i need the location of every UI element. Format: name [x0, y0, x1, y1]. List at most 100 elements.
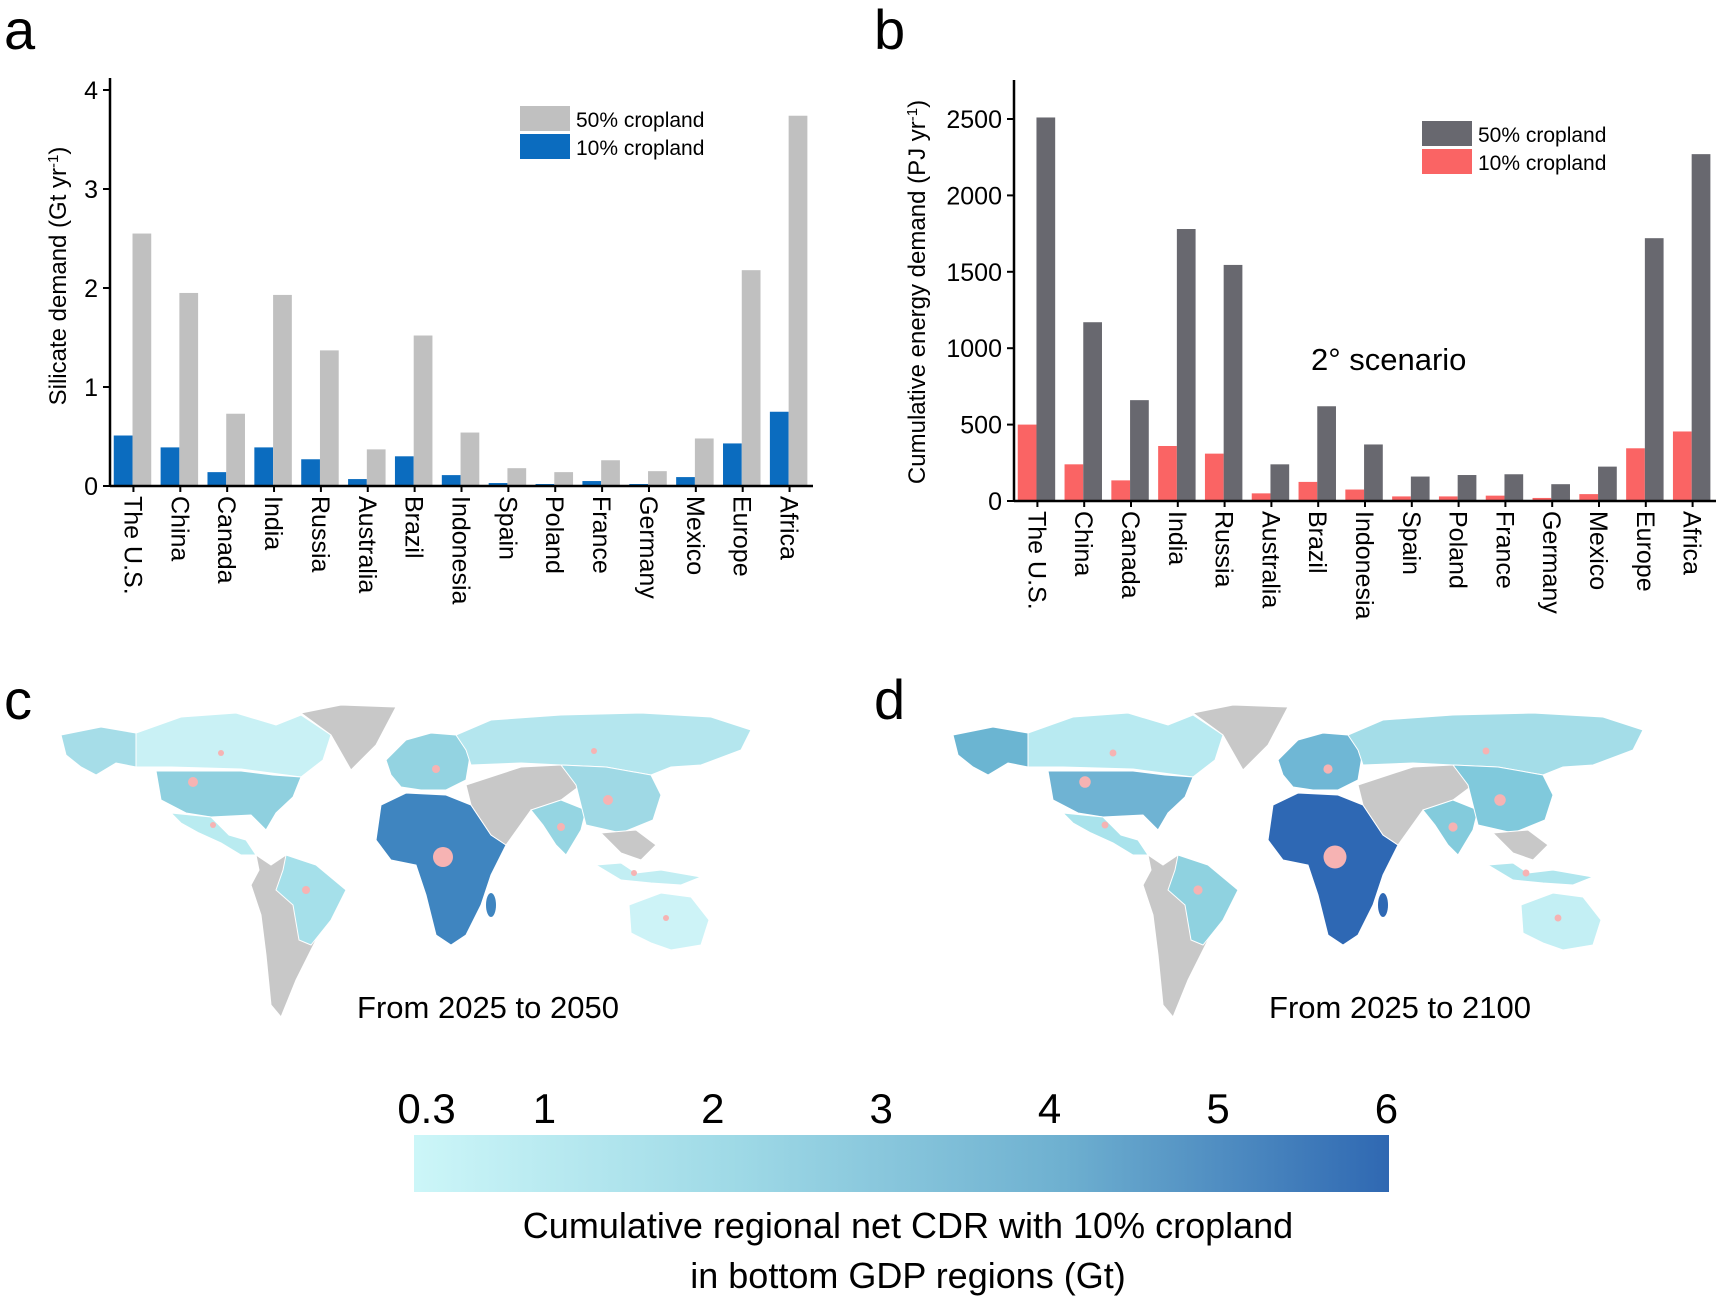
colorbar-tick-label: 6 — [1374, 1085, 1399, 1132]
y-axis-label-superscript: -1 — [904, 108, 921, 121]
map-region-mexico — [1061, 812, 1149, 856]
x-tick-label: Australia — [353, 496, 381, 593]
colorbar-title-line1: Cumulative regional net CDR with 10% cro… — [522, 1205, 1294, 1246]
bar-ten-pct — [441, 475, 461, 486]
bar-fifty-pct — [1270, 464, 1290, 501]
x-tick-label: India — [259, 496, 287, 550]
bar-ten-pct — [1017, 424, 1037, 501]
bar-ten-pct — [1438, 496, 1458, 501]
panel-label-d: d — [874, 668, 906, 731]
bar-ten-pct — [254, 447, 274, 486]
cdr-dot-marker — [1101, 821, 1109, 829]
bar-ten-pct — [348, 479, 367, 486]
bar-ten-pct — [1298, 481, 1318, 501]
y-axis-label: Cumulative energy demand (PJ yr-1) — [904, 100, 932, 484]
colorbar-tick-label: 0.3 — [397, 1085, 456, 1132]
y-axis-label-superscript: -1 — [45, 155, 62, 168]
legend-swatch — [520, 134, 570, 159]
map-region-greenland — [1191, 705, 1289, 771]
x-tick-label: India — [1163, 511, 1191, 565]
bar-fifty-pct — [554, 472, 574, 486]
map-region-africa — [375, 792, 507, 946]
x-tick-label: Canada — [212, 496, 240, 584]
bar-ten-pct — [582, 481, 602, 486]
colorbar-tick-label: 5 — [1206, 1085, 1230, 1132]
map-caption-d: From 2025 to 2100 — [1269, 990, 1531, 1025]
panel-label-c: c — [4, 668, 32, 731]
cdr-dot-marker — [1522, 869, 1530, 877]
bar-ten-pct — [1392, 496, 1411, 501]
x-tick-label: Mexico — [681, 496, 709, 575]
map-region-australia — [628, 892, 710, 951]
map-caption-c: From 2025 to 2050 — [357, 990, 619, 1025]
bar-fifty-pct — [460, 432, 480, 486]
bar-fifty-pct — [1083, 322, 1102, 501]
x-tick-label: Australia — [1256, 511, 1284, 608]
bar-fifty-pct — [1176, 229, 1196, 502]
legend-label: 50% cropland — [576, 109, 704, 132]
cdr-dot-marker — [1482, 747, 1490, 755]
cdr-dot-marker — [1079, 776, 1091, 788]
bar-fifty-pct — [366, 449, 386, 486]
cdr-dot-marker — [591, 748, 597, 754]
y-tick-label: 2500 — [946, 106, 1002, 134]
bar-fifty-pct — [226, 413, 245, 486]
map-region-canada — [135, 712, 332, 778]
legend-swatch — [520, 106, 570, 131]
cdr-dot-marker — [433, 847, 453, 867]
panel-label-b: b — [874, 0, 906, 61]
map-region-canada — [1027, 712, 1224, 778]
bar-ten-pct — [723, 443, 742, 486]
map-region-australia — [1520, 892, 1602, 951]
cdr-dot-marker — [1448, 822, 1458, 832]
bar-fifty-pct — [1036, 117, 1056, 502]
cdr-dot-marker — [1554, 914, 1562, 922]
map-region-seasia — [1491, 829, 1549, 861]
bar-fifty-pct — [1364, 444, 1383, 501]
y-axis-label: Silicate demand (Gt yr-1) — [45, 147, 73, 406]
y-tick-label: 1500 — [946, 259, 1002, 287]
bar-chart-silicate-demand: 0 1 2 3 4 The U.S. China Canada India Russia Austr… — [45, 77, 813, 605]
map-region-indonesia — [594, 862, 703, 886]
map-region-europe — [1277, 732, 1364, 791]
cdr-dot-marker — [1323, 845, 1347, 869]
bar-fifty-pct — [1504, 474, 1524, 501]
x-tick-label: China — [1069, 511, 1097, 576]
cdr-dot-marker — [663, 915, 669, 921]
x-tick-label: Indonesia — [1350, 511, 1378, 620]
bar-ten-pct — [488, 483, 508, 486]
map-region-russia — [1347, 712, 1644, 776]
x-tick-label: Russia — [1210, 511, 1238, 588]
bar-ten-pct — [1532, 497, 1552, 501]
colorbar-tick-label: 3 — [869, 1085, 893, 1132]
cdr-dot-marker — [1109, 749, 1117, 757]
world-map-2100 — [953, 705, 1644, 1018]
x-tick-label: Indonesia — [447, 496, 475, 605]
map-region-brazil — [1167, 854, 1239, 946]
map-region-indonesia — [1486, 862, 1595, 886]
bar-ten-pct — [1064, 464, 1084, 501]
x-tick-label: Poland — [1444, 511, 1472, 589]
x-tick-label: Africa — [1678, 511, 1706, 575]
map-region-europe — [385, 732, 472, 791]
cdr-dot-marker — [557, 823, 565, 831]
cdr-dot-marker — [631, 870, 637, 876]
cdr-dot-marker — [1323, 764, 1333, 774]
map-region-madagascar — [486, 893, 496, 917]
y-tick-label: 3 — [84, 176, 98, 204]
y-tick-label: 1000 — [946, 335, 1002, 363]
x-tick-label: Europe — [728, 496, 756, 577]
cdr-dot-marker — [432, 765, 440, 773]
colorbar-tick-label: 4 — [1037, 1085, 1062, 1132]
cdr-dot-marker — [1494, 794, 1506, 806]
bar-ten-pct — [1158, 445, 1177, 501]
bar-fifty-pct — [1410, 476, 1430, 501]
bar-fifty-pct — [648, 471, 667, 486]
cdr-dot-marker — [302, 886, 310, 894]
legend-label: 50% cropland — [1478, 124, 1606, 147]
colorbar — [414, 1135, 1389, 1192]
world-map-2050 — [61, 705, 752, 1018]
x-tick-label: The U.S. — [118, 496, 146, 595]
y-tick-label: 1 — [84, 374, 98, 402]
bar-fifty-pct — [694, 438, 714, 486]
